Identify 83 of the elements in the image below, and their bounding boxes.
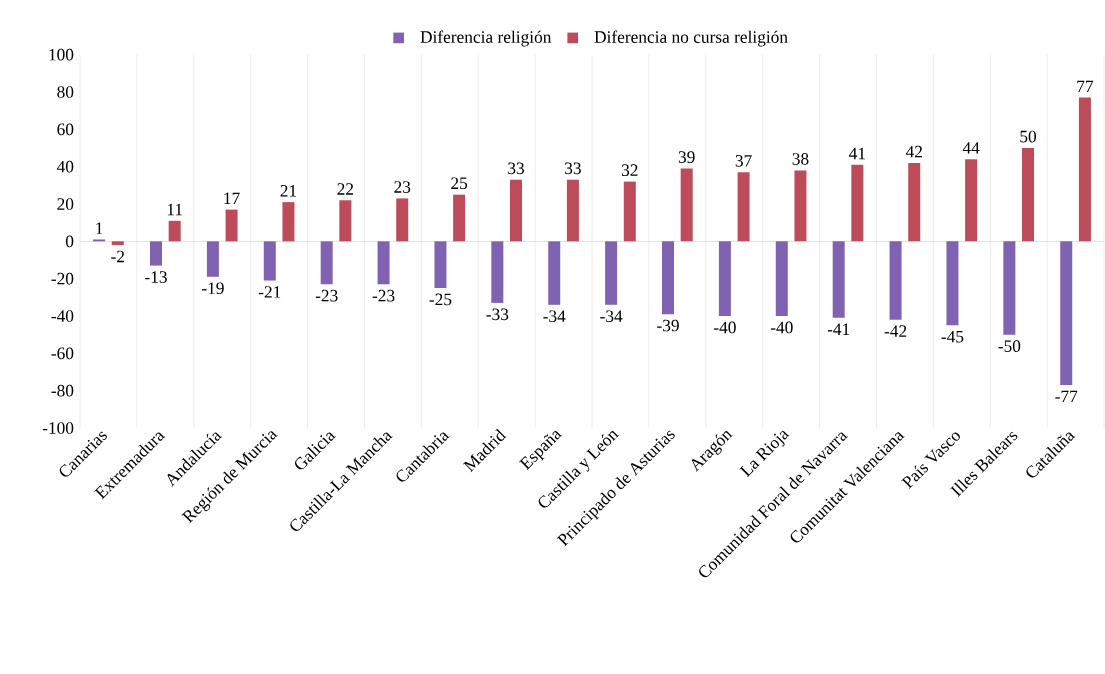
data-label: -23: [372, 289, 395, 302]
data-label: -41: [827, 323, 850, 335]
data-label: 32: [621, 164, 638, 176]
legend-label: Diferencia religión: [420, 30, 552, 47]
bar: [737, 172, 750, 242]
y-tick-label: -60: [51, 347, 74, 360]
bar: [851, 164, 864, 242]
data-label: 25: [451, 177, 468, 190]
data-label: 37: [735, 155, 752, 167]
data-label: -42: [884, 325, 907, 337]
bar: [453, 194, 466, 242]
data-label: -77: [1055, 390, 1078, 403]
legend-label: Diferencia no cursa religión: [594, 30, 788, 47]
data-label: 23: [394, 181, 411, 193]
bar: [794, 170, 807, 242]
bar: [1022, 148, 1035, 242]
data-label: -23: [315, 289, 338, 302]
bar: [889, 241, 902, 320]
data-label: -2: [111, 250, 125, 263]
bar: [548, 241, 561, 305]
data-label: -50: [998, 340, 1021, 352]
bar: [206, 241, 219, 277]
bar: [150, 241, 162, 266]
data-label: -40: [713, 321, 736, 334]
data-label: 38: [792, 153, 809, 165]
y-tick-label: 0: [65, 235, 74, 248]
bar: [339, 200, 352, 242]
data-label: -34: [543, 310, 566, 323]
bar: [605, 241, 618, 305]
data-label: 21: [280, 185, 297, 197]
data-label: 77: [1077, 80, 1094, 92]
bar: [718, 241, 731, 316]
data-label: 22: [337, 183, 354, 195]
y-tick-label: -80: [51, 384, 74, 397]
bar: [225, 209, 238, 242]
data-label: -33: [486, 308, 509, 321]
bar: [775, 241, 788, 316]
bar: [662, 241, 675, 315]
data-label: 33: [565, 162, 581, 175]
bar: [832, 241, 845, 318]
bar: [111, 241, 124, 246]
y-tick-label: 60: [57, 123, 74, 136]
data-label: 39: [678, 151, 695, 163]
data-label: 17: [224, 192, 240, 204]
bar: [965, 159, 978, 242]
bar: [396, 198, 409, 242]
bar: [1060, 241, 1073, 386]
bar: [263, 241, 276, 281]
data-label: 1: [96, 222, 103, 234]
data-label: -39: [657, 319, 679, 332]
bar: [377, 241, 390, 285]
y-tick-label: -20: [51, 272, 74, 285]
data-label: -21: [258, 286, 281, 298]
data-label: 44: [962, 142, 980, 154]
bar: [510, 179, 523, 242]
bar: [320, 241, 333, 285]
bar: [1003, 241, 1016, 335]
y-tick-label: 40: [56, 160, 74, 173]
data-label: 11: [167, 203, 182, 216]
bar: [680, 168, 693, 242]
bar: [946, 241, 959, 326]
data-label: -25: [429, 293, 452, 306]
bar: [282, 202, 295, 242]
bar: [434, 241, 447, 288]
data-label: 41: [849, 147, 865, 160]
data-label: -40: [770, 321, 793, 334]
data-label: -34: [600, 310, 623, 323]
bar: [566, 179, 579, 242]
data-label: 33: [508, 162, 524, 175]
y-tick-label: 80: [57, 86, 74, 98]
bar: [168, 220, 181, 242]
data-label: -13: [145, 271, 167, 283]
y-tick-label: 20: [57, 198, 74, 210]
y-tick-label: -40: [51, 310, 74, 322]
data-label: -19: [201, 282, 224, 295]
bar: [491, 241, 504, 303]
y-tick-label: 100: [49, 48, 74, 61]
bar: [908, 162, 921, 242]
data-label: -45: [941, 330, 964, 343]
bar: [1078, 97, 1091, 242]
data-label: 50: [1020, 130, 1037, 143]
data-label: 42: [905, 145, 922, 158]
bar: [623, 181, 636, 242]
